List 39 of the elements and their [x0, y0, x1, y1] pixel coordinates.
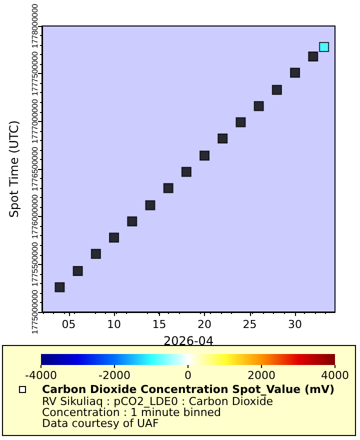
point: [319, 42, 330, 52]
x-axis-title: 2026-04: [163, 334, 214, 348]
point: [272, 84, 282, 95]
y-tick-label: 1775000000: [30, 289, 40, 334]
text: Data courtesy of UAF: [42, 417, 159, 430]
point: [72, 266, 83, 276]
point: [218, 133, 228, 144]
y-tick-label: 1776000000: [30, 194, 40, 239]
point: [54, 282, 65, 292]
color-bar-label: 0: [184, 369, 192, 382]
point: [254, 101, 264, 112]
point: [308, 52, 318, 62]
color-bar-label: 4000: [321, 369, 349, 382]
point: [236, 117, 246, 128]
x-tick-label: 30: [288, 318, 302, 331]
point: [145, 200, 156, 210]
x-tick-label: 05: [62, 318, 76, 331]
y-tick-label: 1776500000: [30, 146, 40, 192]
x-tick-label: 25: [242, 318, 257, 331]
y-axis-title: Spot Time (UTC): [7, 120, 21, 218]
y-tick-label: 1777500000: [30, 50, 40, 96]
y-tick-label: 1778000000: [30, 3, 40, 48]
color-bar-title: Carbon Dioxide Concentration Spot_Value (mV): [42, 383, 334, 396]
text: RV Sikuliaq : pCO2_LDE0 : Carbon Dioxide Concentration : 1 minute binned: [42, 395, 277, 419]
color-bar-label: -4000: [25, 369, 57, 382]
x-tick-label: 10: [107, 318, 122, 331]
point: [90, 248, 101, 259]
point: [290, 68, 300, 78]
point: [127, 216, 138, 226]
point: [181, 166, 192, 177]
color-bar-label: -2000: [98, 369, 130, 382]
color-bar-label: 2000: [248, 369, 276, 382]
point: [109, 232, 120, 243]
point: [163, 183, 174, 194]
x-tick-label: 20: [198, 318, 212, 331]
y-tick-label: 1775500000: [30, 242, 40, 287]
y-tick-label: 1777000000: [30, 98, 40, 144]
point: [200, 150, 210, 161]
x-tick-label: 15: [152, 318, 166, 331]
